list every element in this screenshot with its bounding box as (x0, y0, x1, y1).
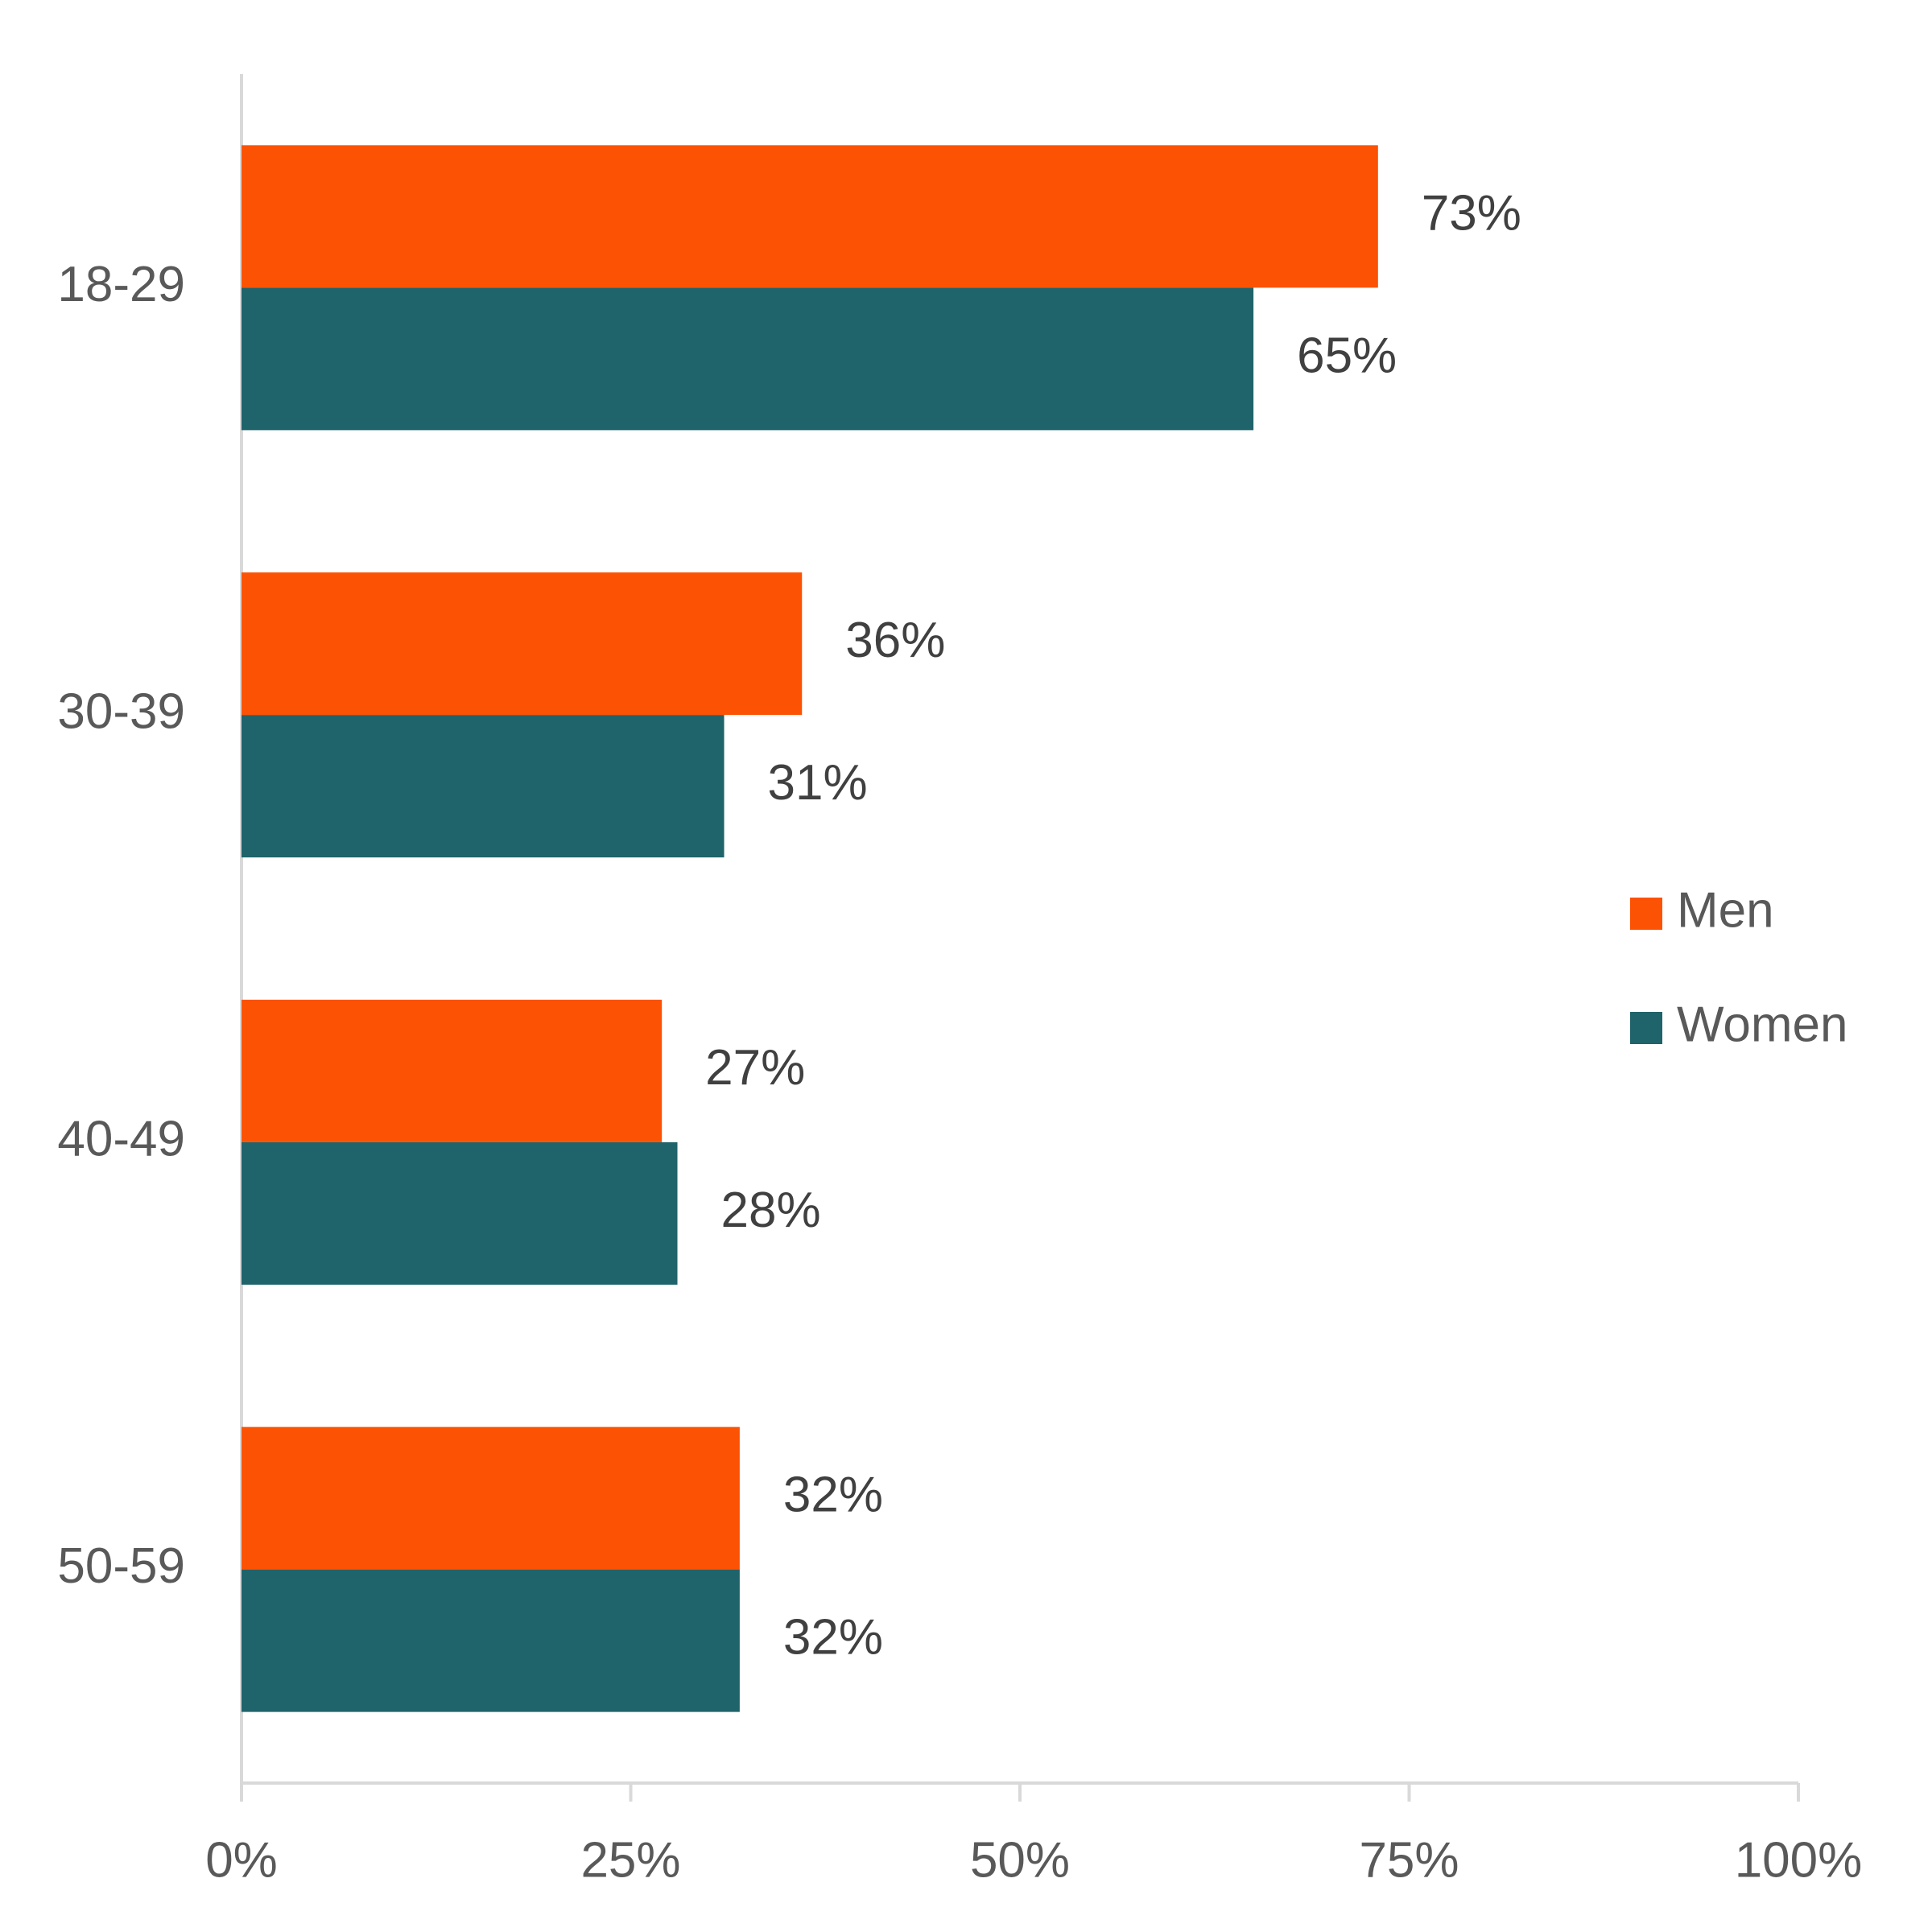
legend-swatch (1630, 898, 1662, 930)
value-label: 32% (783, 1468, 883, 1523)
value-label: 73% (1422, 185, 1521, 241)
y-tick-label: 50-59 (57, 1538, 185, 1594)
bar (242, 999, 663, 1142)
bar (242, 572, 803, 716)
x-tick-label: 75% (1359, 1832, 1459, 1888)
bar (242, 715, 724, 858)
value-label: 36% (845, 613, 945, 668)
x-tick-label: 25% (580, 1832, 680, 1888)
x-tick-label: 100% (1735, 1832, 1863, 1888)
x-tick-label: 0% (205, 1832, 278, 1888)
bar (242, 1141, 678, 1285)
y-tick-label: 30-39 (57, 684, 185, 740)
legend-label: Women (1677, 997, 1848, 1052)
value-label: 28% (721, 1183, 821, 1238)
legend-swatch (1630, 1012, 1662, 1044)
y-tick-label: 40-49 (57, 1111, 185, 1166)
bar (242, 145, 1378, 288)
value-label: 65% (1297, 328, 1397, 383)
value-label: 31% (768, 755, 868, 811)
legend-label: Men (1677, 882, 1774, 938)
value-label: 27% (705, 1040, 805, 1096)
value-label: 32% (783, 1610, 883, 1666)
x-tick-label: 50% (970, 1832, 1070, 1888)
bar (242, 1569, 740, 1712)
bar (242, 1426, 740, 1570)
bar (242, 287, 1254, 431)
y-tick-label: 18-29 (57, 257, 185, 312)
